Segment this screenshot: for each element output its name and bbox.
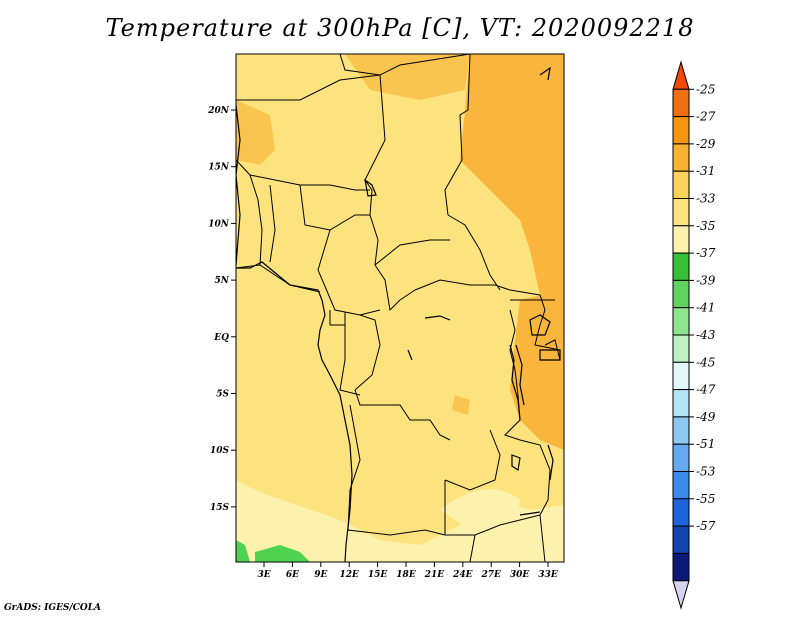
colorbar-segment (672, 198, 690, 227)
colorbar-label: -35 (696, 219, 715, 233)
field-warm-patch (452, 395, 470, 415)
colorbar-segment (672, 334, 690, 363)
colorbar-segment (672, 361, 690, 391)
lon-label: 27E (481, 570, 502, 580)
colorbar-label: -49 (696, 410, 716, 424)
colorbar-segment (672, 225, 690, 254)
field-east-warm-2 (510, 290, 564, 450)
lon-label: 15E (368, 570, 388, 580)
colorbar-label: -25 (696, 82, 715, 96)
colorbar-segment (672, 88, 690, 118)
colorbar-bottom-arrow (672, 580, 690, 610)
lon-label: 33E (538, 570, 558, 580)
lon-label: 30E (510, 570, 530, 580)
lat-label: 20N (207, 106, 230, 116)
field-southwest-green-2 (255, 545, 310, 562)
colorbar-segment (672, 416, 690, 445)
grads-credit: GrADS: IGES/COLA (4, 603, 102, 613)
colorbar-label: -45 (696, 355, 715, 369)
colorbar-label: -37 (696, 246, 716, 260)
lon-label: 21E (424, 570, 445, 580)
colorbar: -25 -27 -29 -31 -33 -35 -37 -39 -41 -43 -45 -47 -49 -… (672, 60, 716, 610)
field-southwest-cool (236, 480, 564, 562)
temperature-field (236, 54, 564, 562)
map-frame (235, 53, 565, 563)
lat-label: 15S (210, 503, 230, 513)
field-southwest-green (236, 540, 250, 562)
colorbar-segment (672, 552, 690, 582)
lon-label: 9E (314, 570, 327, 580)
lon-label: 12E (340, 570, 360, 580)
colorbar-segment (672, 389, 690, 418)
field-north-warm (236, 100, 275, 165)
lat-label: 10N (208, 219, 230, 229)
colorbar-label: -39 (696, 273, 716, 287)
longitude-axis: 3E 6E 9E 12E 15E 18E 21E 24E 27E 30E 33E (257, 562, 558, 580)
lon-label: 3E (257, 570, 270, 580)
colorbar-segment (672, 471, 690, 500)
latitude-axis: 20N 15N 10N 5N EQ 5S 10S 15S (207, 106, 236, 513)
colorbar-segment (672, 307, 690, 336)
lat-label: 15N (208, 163, 230, 173)
lon-label: 6E (286, 570, 299, 580)
country-borders (236, 54, 561, 562)
lon-label: 24E (452, 570, 473, 580)
field-east-warm (460, 54, 564, 305)
colorbar-label: -47 (696, 383, 716, 397)
colorbar-segment (672, 116, 690, 145)
lat-label: 10S (210, 446, 230, 456)
lat-label: 5S (216, 390, 229, 400)
colorbar-label: -29 (696, 137, 716, 151)
chart-title: Temperature at 300hPa [C], VT: 202009221… (105, 14, 695, 42)
colorbar-segment (672, 443, 690, 473)
field-south-cool (440, 489, 520, 530)
colorbar-label: -27 (696, 110, 716, 124)
lat-label: 5N (215, 276, 230, 286)
colorbar-segment (672, 525, 690, 554)
colorbar-label: -31 (696, 164, 715, 178)
colorbar-label: -53 (696, 465, 716, 479)
colorbar-segment (672, 498, 690, 527)
coastlines-lakes (236, 66, 561, 562)
colorbar-segment (672, 143, 690, 172)
lat-label: EQ (213, 333, 229, 343)
colorbar-label: -43 (696, 328, 716, 342)
lon-label: 18E (396, 570, 416, 580)
colorbar-segment (672, 279, 690, 309)
colorbar-segment (672, 252, 690, 281)
colorbar-label: -57 (696, 519, 716, 533)
colorbar-label: -55 (696, 492, 715, 506)
colorbar-label: -33 (696, 192, 716, 206)
colorbar-segment (672, 170, 690, 199)
colorbar-label: -41 (696, 301, 715, 315)
colorbar-label: -51 (696, 437, 715, 451)
field-north-warm-2 (345, 54, 470, 100)
colorbar-top-arrow (672, 60, 690, 90)
